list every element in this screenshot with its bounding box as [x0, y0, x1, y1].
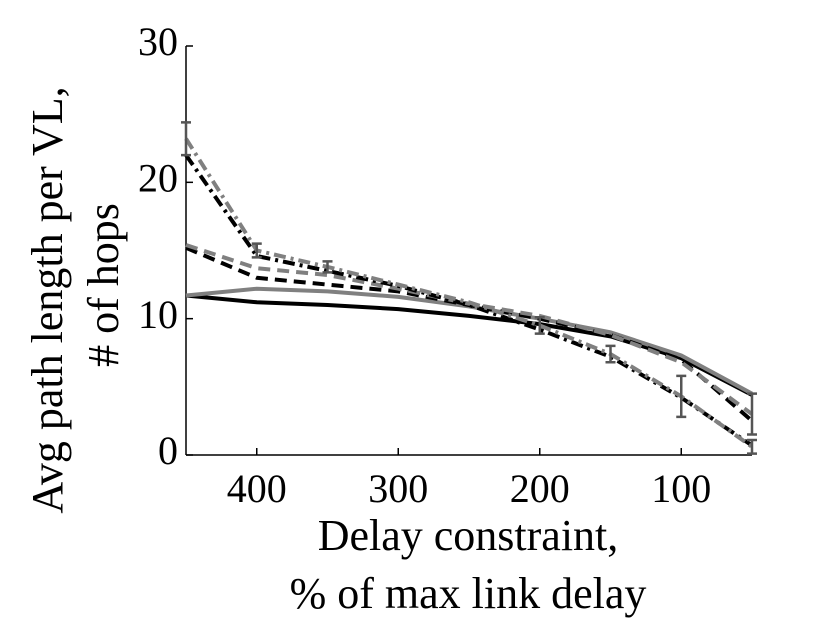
error-bar	[605, 344, 616, 364]
series-line	[185, 245, 754, 423]
error-bar	[534, 316, 545, 335]
error-bar	[747, 392, 757, 436]
error-bar	[181, 121, 191, 157]
y-axis-label: # of hops	[79, 203, 128, 367]
y-tick-label: 30	[138, 19, 178, 64]
x-axis-label: Delay constraint,	[318, 511, 619, 560]
series-line	[184, 137, 754, 449]
y-tick-label: 0	[158, 428, 178, 473]
error-bar	[322, 260, 333, 274]
x-tick-label: 100	[651, 466, 711, 511]
x-tick-label: 400	[227, 466, 287, 511]
y-tick-label: 10	[138, 292, 178, 337]
x-tick-label: 200	[510, 466, 570, 511]
x-tick-label: 300	[368, 466, 428, 511]
error-bar	[676, 374, 687, 419]
y-axis-label: Avg path length per VL,	[23, 86, 72, 513]
y-tick-label: 20	[138, 156, 178, 201]
error-bar	[251, 242, 262, 259]
series-line	[185, 293, 753, 397]
x-axis-label: % of max link delay	[290, 569, 647, 618]
error-bar	[747, 438, 757, 455]
